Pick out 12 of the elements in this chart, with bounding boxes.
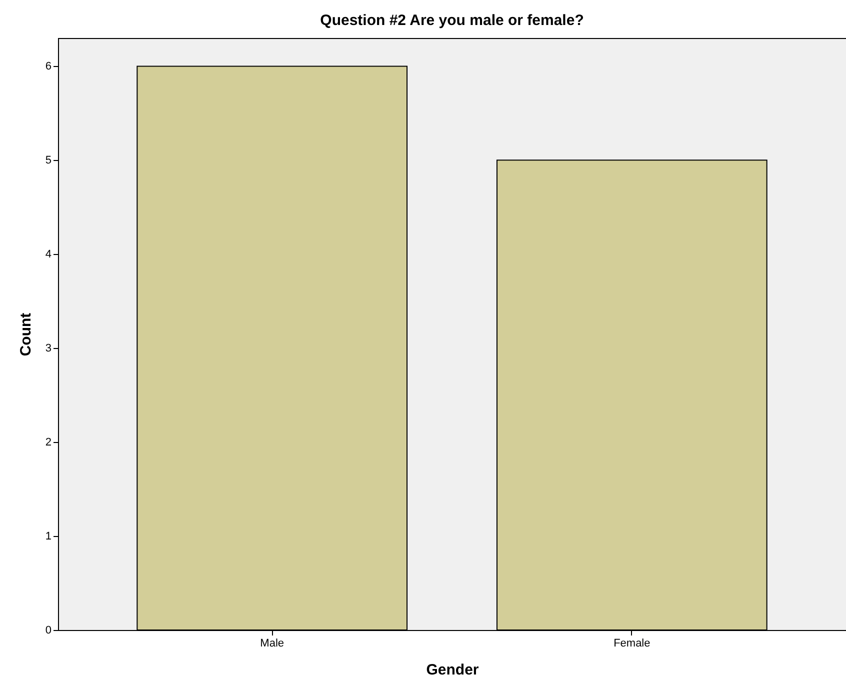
y-tick-label: 2 xyxy=(45,436,52,449)
y-axis-title: Count xyxy=(17,312,34,356)
x-tick-label: Male xyxy=(260,638,284,650)
x-tick-label: Female xyxy=(614,638,650,650)
y-tick-label: 0 xyxy=(45,624,52,636)
y-tick-label: 3 xyxy=(45,342,52,355)
x-axis-title: Gender xyxy=(426,662,479,678)
y-tick-label: 4 xyxy=(45,248,52,261)
y-tick-label: 6 xyxy=(45,60,52,73)
chart-title: Question #2 Are you male or female? xyxy=(320,12,584,29)
y-tick-label: 5 xyxy=(45,154,52,167)
y-tick-label: 1 xyxy=(45,530,52,543)
